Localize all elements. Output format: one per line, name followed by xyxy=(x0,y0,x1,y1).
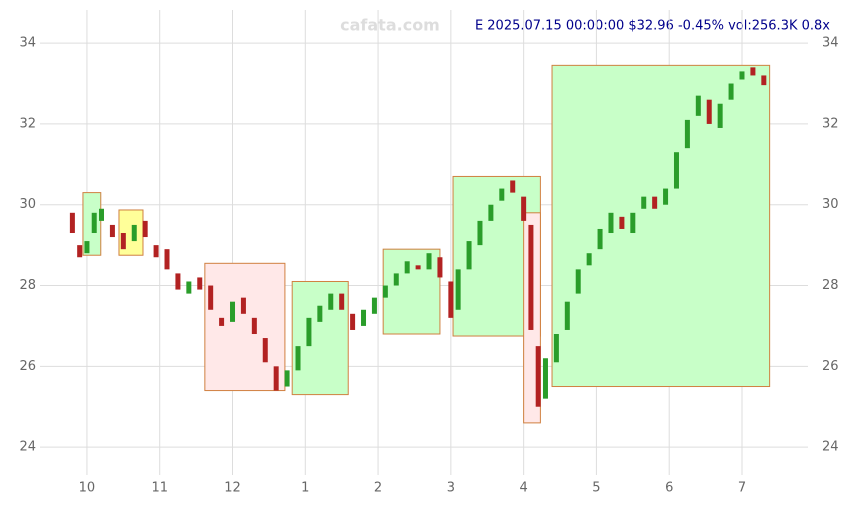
candle xyxy=(630,212,636,234)
candle xyxy=(728,83,734,100)
x-tick-label: 7 xyxy=(738,481,746,496)
candle xyxy=(695,95,701,116)
candle xyxy=(306,317,312,347)
chart-title: E 2025.07.15 00:00:00 $32.96 -0.45% vol:… xyxy=(475,19,830,34)
candle xyxy=(197,277,203,290)
candle xyxy=(273,366,279,391)
range-box xyxy=(291,280,349,396)
candle xyxy=(619,216,625,229)
candle xyxy=(415,265,421,270)
candle xyxy=(750,67,756,76)
candle xyxy=(521,196,527,221)
y-tick-label-right: 26 xyxy=(822,359,839,374)
candle xyxy=(317,305,323,322)
candle xyxy=(608,212,614,234)
candle xyxy=(437,257,443,278)
candle xyxy=(99,208,105,221)
y-tick-label: 30 xyxy=(19,197,36,212)
x-tick-label: 4 xyxy=(519,481,527,496)
candle xyxy=(84,241,90,254)
candle xyxy=(371,297,377,314)
candle xyxy=(663,188,669,205)
range-box xyxy=(551,64,771,388)
x-tick-label: 3 xyxy=(447,481,455,496)
y-tick-label-right: 28 xyxy=(822,278,839,293)
candle xyxy=(575,269,581,294)
candle xyxy=(586,253,592,266)
candle xyxy=(528,224,534,330)
y-tick-label: 32 xyxy=(19,116,36,131)
candle xyxy=(652,196,658,209)
candle xyxy=(175,273,181,290)
candle xyxy=(717,103,723,128)
y-tick-label-right: 24 xyxy=(822,440,839,455)
candle xyxy=(295,346,301,371)
candle xyxy=(426,253,432,270)
y-tick-label: 34 xyxy=(19,36,36,51)
candle xyxy=(361,309,367,326)
candle xyxy=(499,188,505,201)
candle xyxy=(240,297,246,314)
candle xyxy=(120,233,126,250)
candle xyxy=(109,224,115,238)
y-tick-label: 26 xyxy=(19,359,36,374)
candle xyxy=(69,212,75,234)
candle xyxy=(382,285,388,298)
candle xyxy=(328,293,334,310)
candle xyxy=(641,196,647,209)
watermark: cafata.com xyxy=(340,16,440,35)
candle xyxy=(564,301,570,330)
candle xyxy=(477,220,483,246)
range-box xyxy=(204,262,286,392)
candle xyxy=(153,245,159,258)
y-tick-label-right: 34 xyxy=(822,36,839,51)
candle xyxy=(739,71,745,80)
candle xyxy=(684,119,690,149)
y-tick-label: 24 xyxy=(19,440,36,455)
candle xyxy=(350,313,356,330)
y-tick-label: 28 xyxy=(19,278,36,293)
candle xyxy=(535,346,541,407)
x-tick-label: 10 xyxy=(79,481,96,496)
candle xyxy=(131,224,137,242)
candle xyxy=(466,241,472,270)
x-tick-label: 11 xyxy=(151,481,168,496)
candle xyxy=(339,293,345,310)
range-box xyxy=(118,209,144,256)
candle xyxy=(542,358,548,399)
x-tick-label: 5 xyxy=(592,481,600,496)
candle xyxy=(77,245,83,258)
y-tick-label-right: 30 xyxy=(822,197,839,212)
candle xyxy=(393,273,399,286)
candle xyxy=(488,204,494,221)
candle xyxy=(553,334,559,363)
candle xyxy=(404,261,410,274)
candle xyxy=(448,281,454,318)
x-tick-label: 6 xyxy=(665,481,673,496)
candle xyxy=(761,75,767,86)
candle xyxy=(91,212,97,234)
candle xyxy=(230,301,236,322)
candle xyxy=(262,338,268,363)
candle xyxy=(219,317,225,326)
y-tick-label-right: 32 xyxy=(822,116,839,131)
candle xyxy=(284,370,290,387)
candle xyxy=(164,249,170,270)
candle xyxy=(510,180,516,193)
candle xyxy=(455,269,461,310)
candle xyxy=(597,228,603,250)
candle xyxy=(208,285,214,310)
x-tick-label: 1 xyxy=(301,481,309,496)
candle xyxy=(251,317,257,335)
candle xyxy=(142,220,148,238)
candle xyxy=(706,99,712,124)
candle xyxy=(186,281,192,294)
x-tick-label: 2 xyxy=(374,481,382,496)
candle xyxy=(673,152,679,189)
x-tick-label: 12 xyxy=(224,481,241,496)
